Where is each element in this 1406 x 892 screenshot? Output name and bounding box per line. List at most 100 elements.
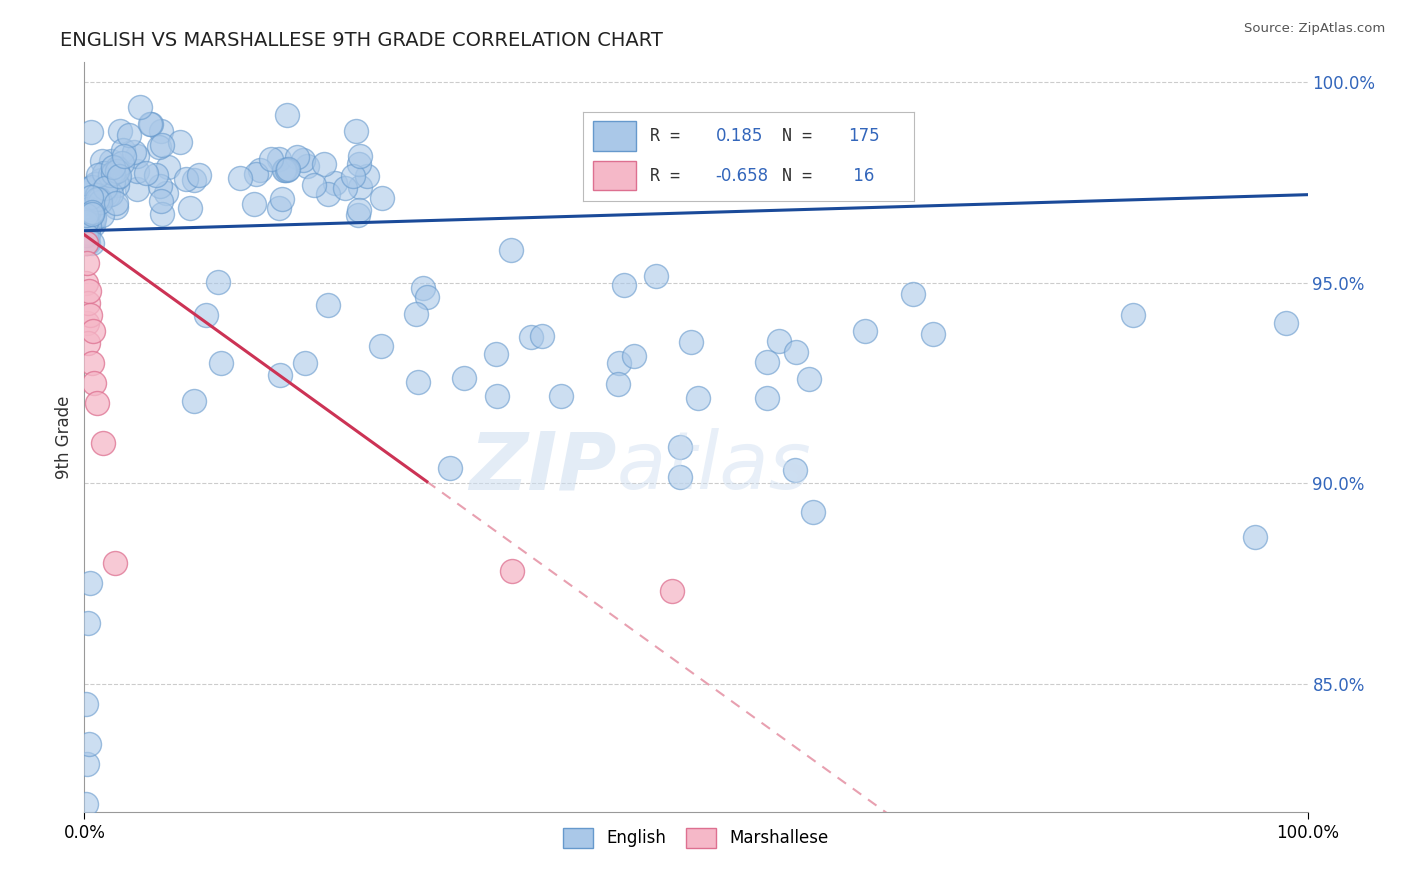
Point [77,284,100,298]
Point [93,184,115,198]
Point [801,506,824,520]
Y-axis label: 9th Grade: 9th Grade [55,395,73,479]
Point [669,440,692,454]
Point [82,218,104,232]
Point [83,210,105,224]
Point [269,201,291,215]
Point [150,138,173,153]
Point [100,154,122,169]
Point [80,179,103,194]
Point [84,178,107,192]
Point [316,187,339,202]
Point [292,153,315,168]
Point [103,176,125,190]
Point [416,290,439,304]
Point [75,200,97,214]
Point [550,389,572,403]
Point [82,207,104,221]
Point [274,162,297,177]
Point [77,204,100,219]
Point [139,117,162,131]
Point [623,349,645,363]
Point [349,180,371,194]
Point [93,166,115,180]
Point [486,390,509,404]
Point [277,161,299,176]
Point [405,307,427,321]
Point [80,206,103,220]
Point [75,211,97,226]
Point [83,212,105,227]
Point [755,391,778,405]
Point [853,324,876,338]
Text: R =: R = [650,167,689,185]
Point [297,159,319,173]
Point [209,356,232,370]
Point [90,154,112,169]
Point [77,200,100,214]
Point [83,191,105,205]
Point [77,335,100,350]
Point [77,202,100,216]
Point [1244,530,1267,544]
Point [194,308,217,322]
Point [86,396,108,410]
Point [157,160,180,174]
Text: R =: R = [650,128,689,145]
Point [75,228,97,243]
Point [347,157,370,171]
Point [86,188,108,202]
Point [82,324,104,338]
Point [756,355,779,369]
Point [75,215,97,229]
Point [269,368,291,383]
Point [76,235,98,250]
Point [267,152,290,166]
Text: ENGLISH VS MARSHALLESE 9TH GRADE CORRELATION CHART: ENGLISH VS MARSHALLESE 9TH GRADE CORRELA… [60,30,662,50]
Point [502,564,524,578]
Point [89,195,111,210]
Point [149,178,172,193]
Point [107,169,129,183]
Point [125,163,148,178]
Point [139,117,162,131]
Point [100,187,122,202]
Point [77,737,100,751]
Point [82,202,104,217]
Text: ZIP: ZIP [470,428,616,506]
Point [150,194,173,208]
Point [179,201,201,215]
Point [112,143,135,157]
Point [150,207,173,221]
Point [276,162,298,177]
Point [80,356,103,370]
Point [176,172,198,186]
Point [356,169,378,183]
Point [921,326,943,341]
Point [135,166,157,180]
Point [349,149,371,163]
Point [80,125,103,139]
Point [75,208,97,222]
Point [371,192,394,206]
Point [79,185,101,199]
Point [273,162,295,177]
Point [112,149,135,163]
Point [686,391,709,405]
Point [644,268,666,283]
Point [531,328,554,343]
Point [519,330,541,344]
Point [77,296,100,310]
Point [75,208,97,222]
Point [82,235,104,250]
Point [347,202,370,217]
Text: 175: 175 [848,128,879,145]
Point [94,188,117,202]
Bar [593,161,637,190]
Point [77,208,100,222]
Point [249,162,271,177]
Point [406,375,429,389]
Point [1122,308,1144,322]
Text: atlas: atlas [616,428,811,506]
Point [79,181,101,195]
